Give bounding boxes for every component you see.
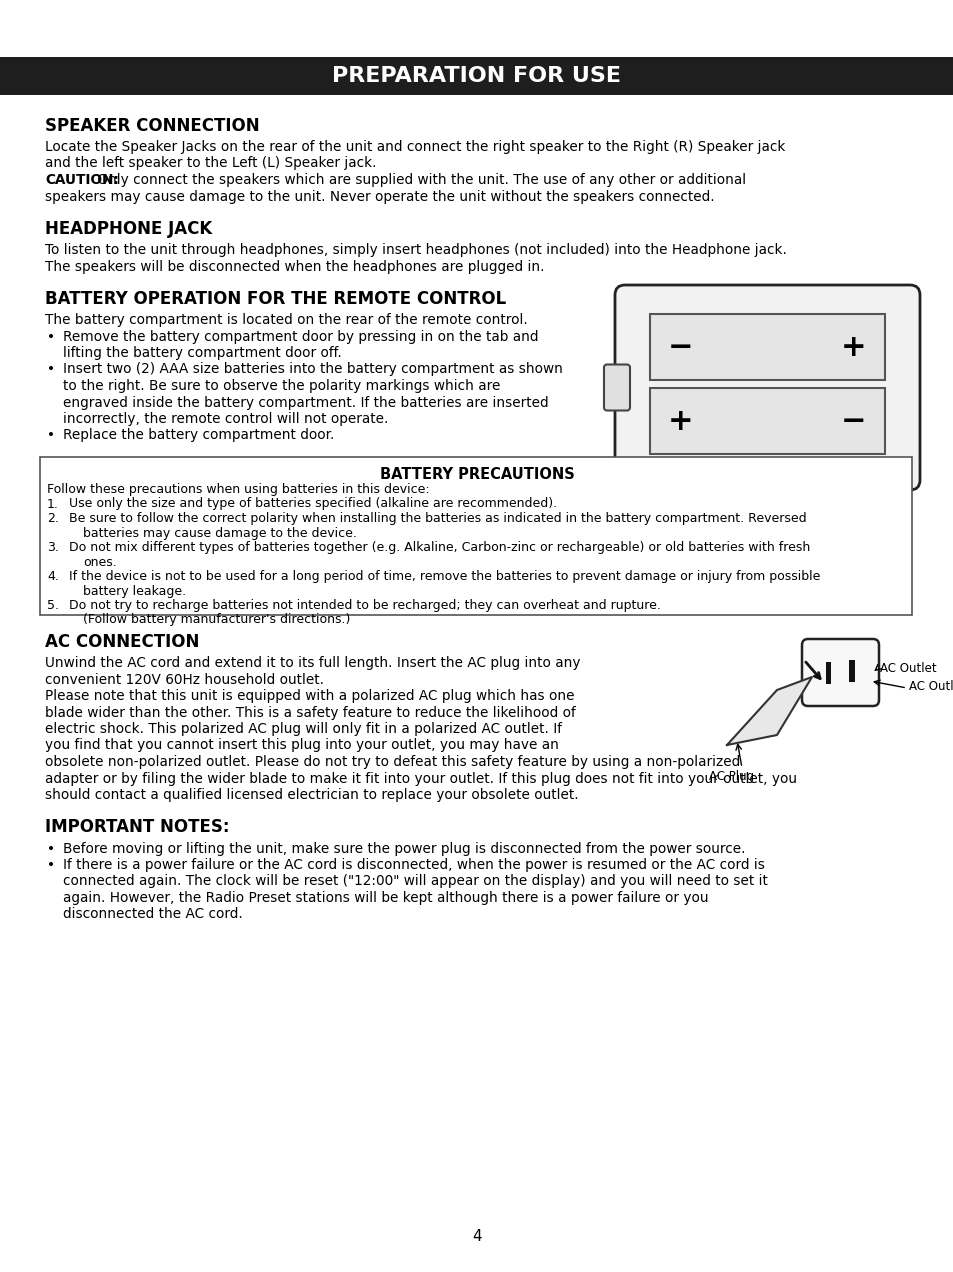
Text: 2.: 2. xyxy=(47,513,59,525)
Text: The battery compartment is located on the rear of the remote control.: The battery compartment is located on th… xyxy=(45,313,527,327)
Text: −: − xyxy=(667,332,693,361)
Text: Replace the battery compartment door.: Replace the battery compartment door. xyxy=(63,429,334,443)
Text: Follow these precautions when using batteries in this device:: Follow these precautions when using batt… xyxy=(47,483,429,496)
Text: lifting the battery compartment door off.: lifting the battery compartment door off… xyxy=(63,346,341,360)
Text: BATTERY PRECAUTIONS: BATTERY PRECAUTIONS xyxy=(379,467,574,482)
Text: blade wider than the other. This is a safety feature to reduce the likelihood of: blade wider than the other. This is a sa… xyxy=(45,706,576,720)
FancyBboxPatch shape xyxy=(649,388,884,454)
Text: SPEAKER CONNECTION: SPEAKER CONNECTION xyxy=(45,117,259,135)
Text: +: + xyxy=(667,407,693,435)
Text: •: • xyxy=(47,363,55,377)
Text: Before moving or lifting the unit, make sure the power plug is disconnected from: Before moving or lifting the unit, make … xyxy=(63,842,744,856)
Text: AC Outlet: AC Outlet xyxy=(879,661,936,674)
Text: engraved inside the battery compartment. If the batteries are inserted: engraved inside the battery compartment.… xyxy=(63,396,548,410)
Text: CAUTION:: CAUTION: xyxy=(45,173,119,187)
Text: Do not mix different types of batteries together (e.g. Alkaline, Carbon-zinc or : Do not mix different types of batteries … xyxy=(69,541,809,555)
Text: •: • xyxy=(47,329,55,343)
Text: •: • xyxy=(47,842,55,856)
Text: AC Outlet: AC Outlet xyxy=(908,679,953,692)
Text: −: − xyxy=(841,407,866,435)
FancyBboxPatch shape xyxy=(801,639,878,706)
Text: HEADPHONE JACK: HEADPHONE JACK xyxy=(45,220,212,238)
Polygon shape xyxy=(726,677,811,745)
Text: again. However, the Radio Preset stations will be kept although there is a power: again. However, the Radio Preset station… xyxy=(63,890,708,904)
Text: AC Plug: AC Plug xyxy=(709,770,754,784)
Text: Locate the Speaker Jacks on the rear of the unit and connect the right speaker t: Locate the Speaker Jacks on the rear of … xyxy=(45,140,784,154)
Text: PREPARATION FOR USE: PREPARATION FOR USE xyxy=(333,66,620,86)
Text: Please note that this unit is equipped with a polarized AC plug which has one: Please note that this unit is equipped w… xyxy=(45,689,574,703)
FancyBboxPatch shape xyxy=(603,365,629,411)
Text: battery leakage.: battery leakage. xyxy=(83,585,186,598)
Bar xyxy=(848,660,854,682)
Text: Be sure to follow the correct polarity when installing the batteries as indicate: Be sure to follow the correct polarity w… xyxy=(69,513,806,525)
Text: electric shock. This polarized AC plug will only fit in a polarized AC outlet. I: electric shock. This polarized AC plug w… xyxy=(45,722,561,736)
Text: 4: 4 xyxy=(472,1229,481,1244)
FancyBboxPatch shape xyxy=(40,457,911,614)
Text: batteries may cause damage to the device.: batteries may cause damage to the device… xyxy=(83,527,356,539)
Text: convenient 120V 60Hz household outlet.: convenient 120V 60Hz household outlet. xyxy=(45,673,324,687)
Text: AC CONNECTION: AC CONNECTION xyxy=(45,633,199,651)
Bar xyxy=(825,661,830,684)
Text: connected again. The clock will be reset ("12:00" will appear on the display) an: connected again. The clock will be reset… xyxy=(63,875,767,889)
FancyBboxPatch shape xyxy=(649,314,884,380)
Text: 1.: 1. xyxy=(47,497,59,510)
Text: you find that you cannot insert this plug into your outlet, you may have an: you find that you cannot insert this plu… xyxy=(45,739,558,753)
Text: +: + xyxy=(841,332,866,361)
Text: obsolete non-polarized outlet. Please do not try to defeat this safety feature b: obsolete non-polarized outlet. Please do… xyxy=(45,756,740,770)
Text: If the device is not to be used for a long period of time, remove the batteries : If the device is not to be used for a lo… xyxy=(69,570,820,583)
Text: 5.: 5. xyxy=(47,599,59,612)
Text: Remove the battery compartment door by pressing in on the tab and: Remove the battery compartment door by p… xyxy=(63,329,537,343)
Text: (Follow battery manufacturer's directions.): (Follow battery manufacturer's direction… xyxy=(83,613,350,627)
Text: •: • xyxy=(47,859,55,873)
Text: Use only the size and type of batteries specified (alkaline are recommended).: Use only the size and type of batteries … xyxy=(69,497,557,510)
Text: disconnected the AC cord.: disconnected the AC cord. xyxy=(63,907,242,921)
Text: BATTERY OPERATION FOR THE REMOTE CONTROL: BATTERY OPERATION FOR THE REMOTE CONTROL xyxy=(45,290,506,308)
FancyBboxPatch shape xyxy=(615,285,919,490)
Text: Do not try to recharge batteries not intended to be recharged; they can overheat: Do not try to recharge batteries not int… xyxy=(69,599,660,612)
Text: Only connect the speakers which are supplied with the unit. The use of any other: Only connect the speakers which are supp… xyxy=(92,173,745,187)
Text: Insert two (2) AAA size batteries into the battery compartment as shown: Insert two (2) AAA size batteries into t… xyxy=(63,363,562,377)
Text: IMPORTANT NOTES:: IMPORTANT NOTES: xyxy=(45,818,230,837)
Text: speakers may cause damage to the unit. Never operate the unit without the speake: speakers may cause damage to the unit. N… xyxy=(45,190,714,204)
Text: ones.: ones. xyxy=(83,556,116,569)
Text: To listen to the unit through headphones, simply insert headphones (not included: To listen to the unit through headphones… xyxy=(45,243,786,257)
Text: If there is a power failure or the AC cord is disconnected, when the power is re: If there is a power failure or the AC co… xyxy=(63,859,764,873)
Text: should contact a qualified licensed electrician to replace your obsolete outlet.: should contact a qualified licensed elec… xyxy=(45,787,578,803)
Text: The speakers will be disconnected when the headphones are plugged in.: The speakers will be disconnected when t… xyxy=(45,259,544,273)
Text: adapter or by filing the wider blade to make it fit into your outlet. If this pl: adapter or by filing the wider blade to … xyxy=(45,772,796,786)
Text: 4.: 4. xyxy=(47,570,59,583)
FancyBboxPatch shape xyxy=(0,57,953,95)
Text: 3.: 3. xyxy=(47,541,59,555)
Text: •: • xyxy=(47,429,55,443)
Text: and the left speaker to the Left (L) Speaker jack.: and the left speaker to the Left (L) Spe… xyxy=(45,156,376,170)
Text: to the right. Be sure to observe the polarity markings which are: to the right. Be sure to observe the pol… xyxy=(63,379,500,393)
Text: Unwind the AC cord and extend it to its full length. Insert the AC plug into any: Unwind the AC cord and extend it to its … xyxy=(45,656,579,670)
Text: incorrectly, the remote control will not operate.: incorrectly, the remote control will not… xyxy=(63,412,388,426)
